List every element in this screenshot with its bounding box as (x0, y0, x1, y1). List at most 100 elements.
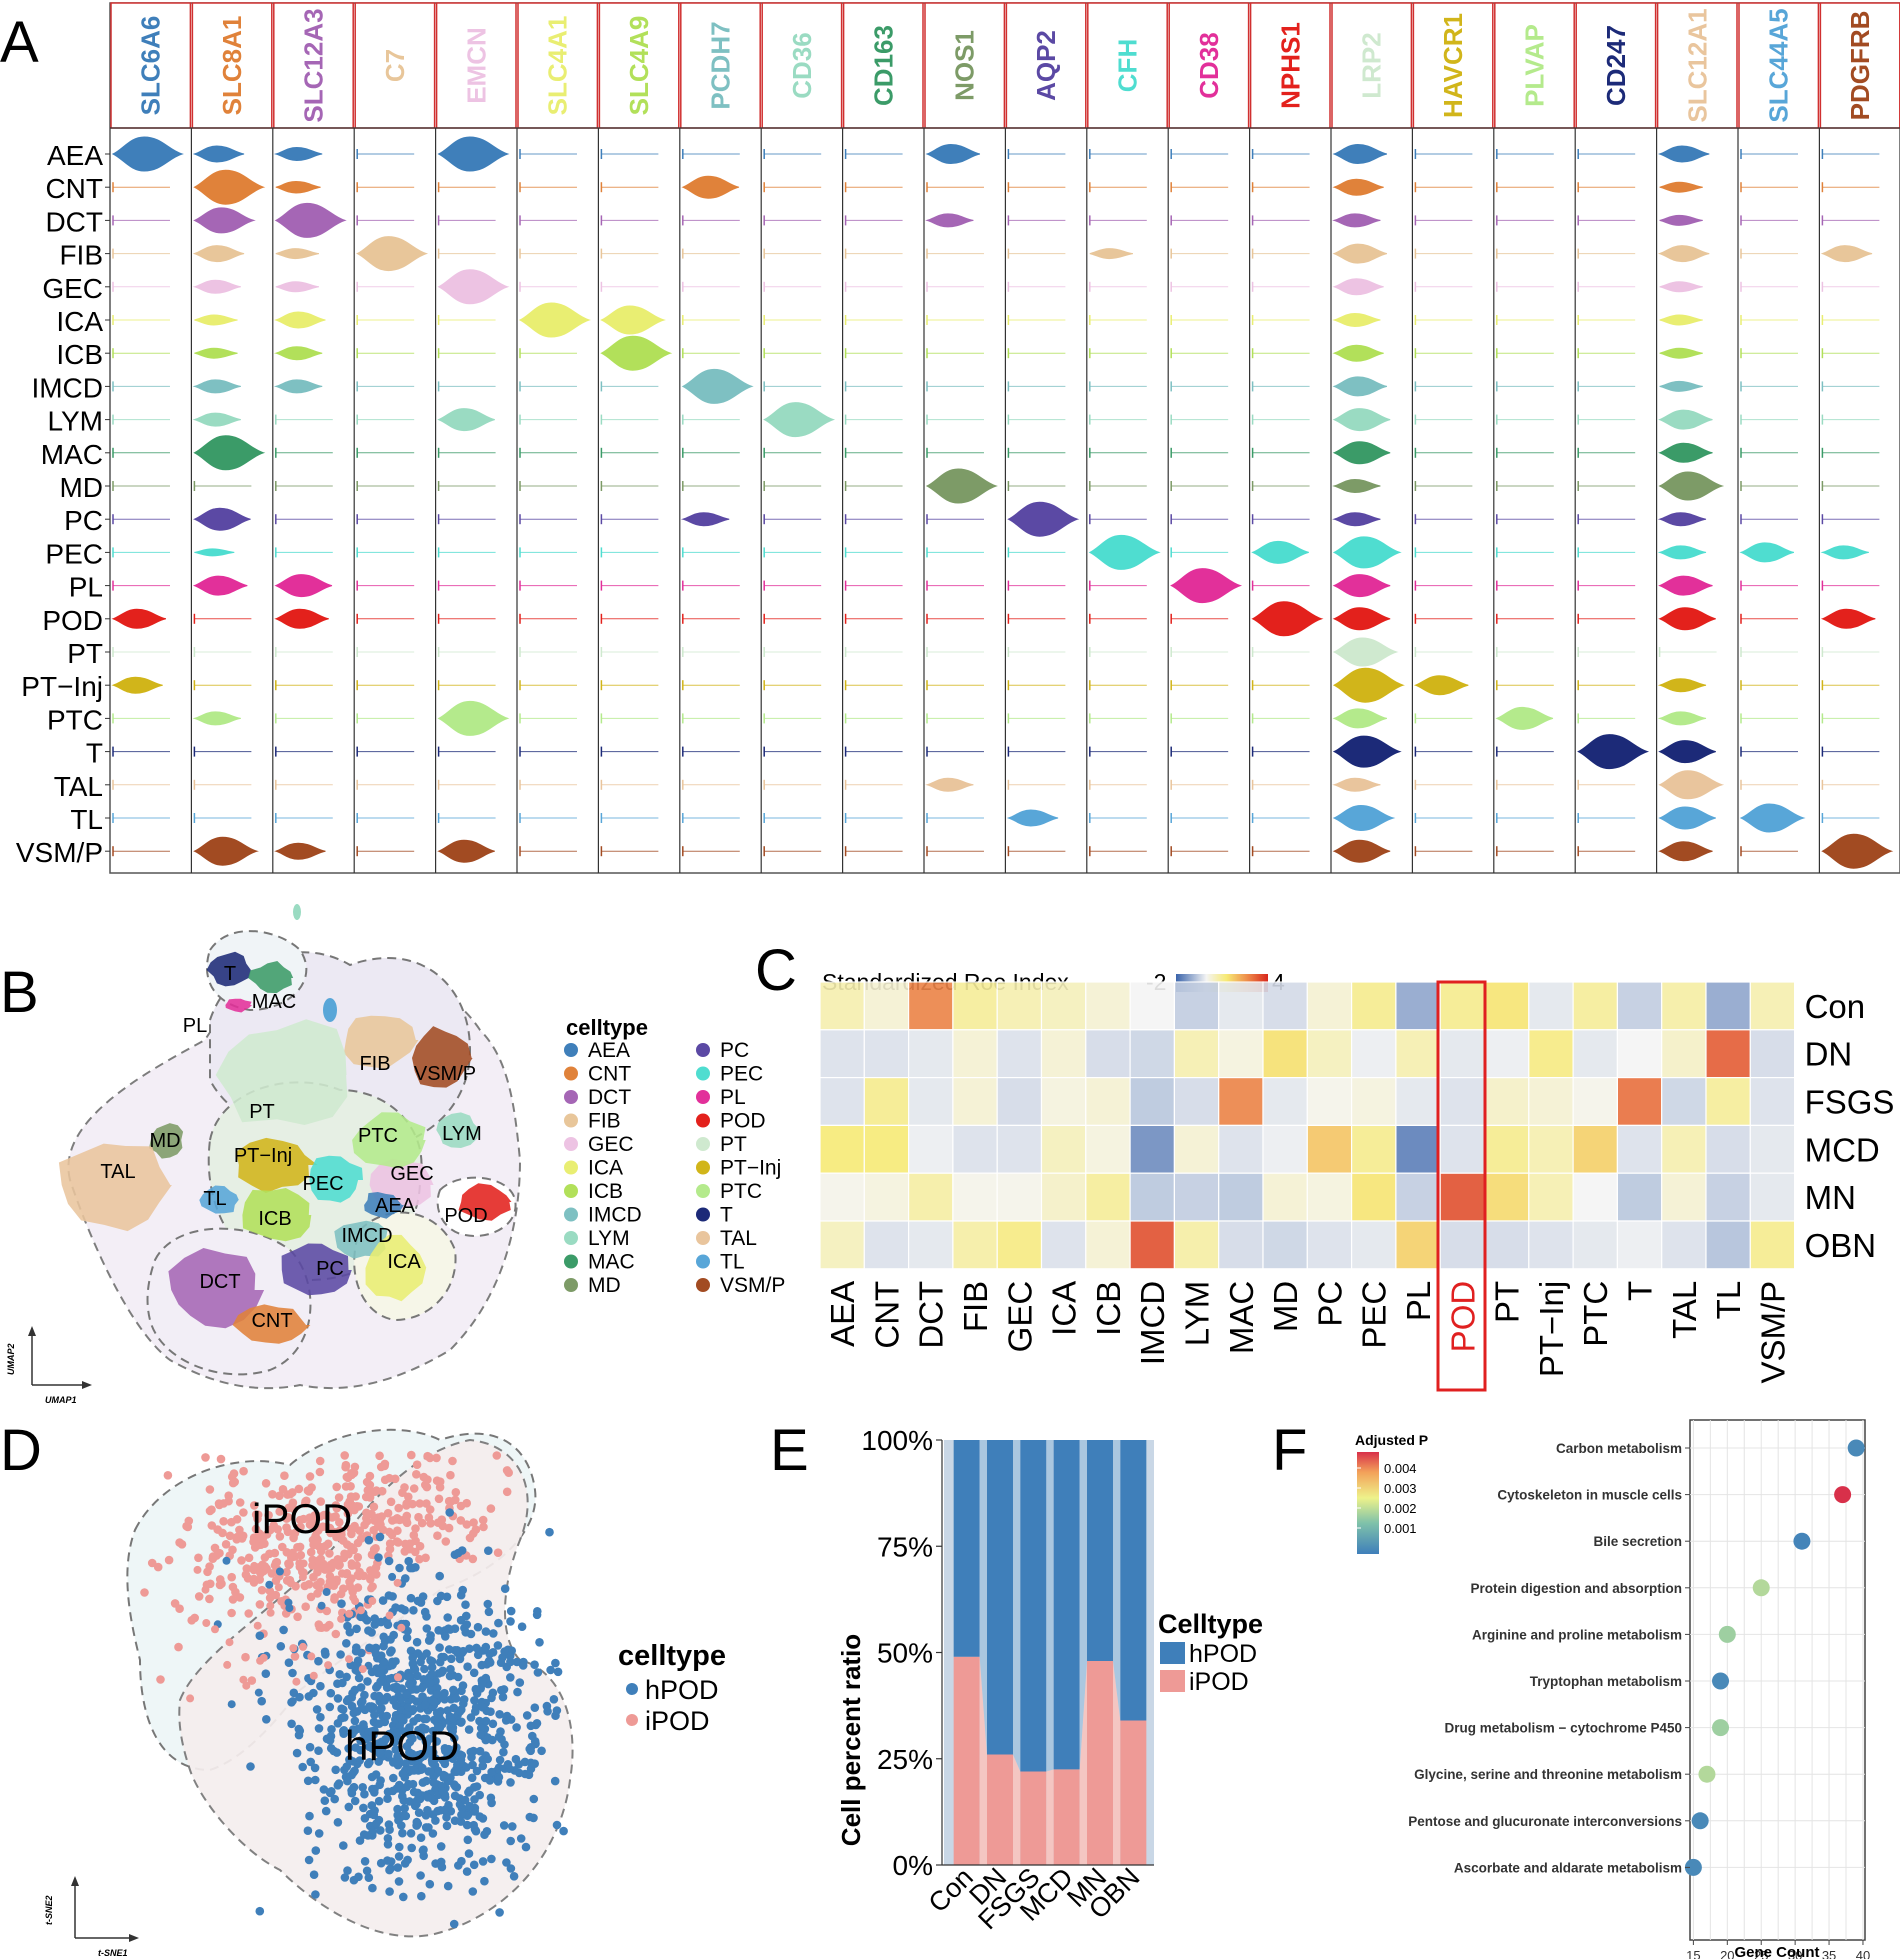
tsne-point-hpod (454, 1861, 463, 1870)
tsne-point-hpod (306, 1757, 316, 1767)
tsne-point-hpod (462, 1820, 472, 1830)
tsne-point-hpod (494, 1732, 504, 1741)
tsne-point-hpod (425, 1678, 435, 1688)
tsne-point-ipod (393, 1538, 403, 1547)
bar-connector-hpod (1013, 1440, 1021, 1772)
celltype-row-label: CNT (45, 173, 103, 204)
tsne-point-hpod (551, 1658, 560, 1668)
heatmap-cell (1173, 1172, 1220, 1222)
gene-header-box (435, 2, 517, 129)
tsne-point-hpod (438, 1756, 448, 1765)
tsne-point-hpod (493, 1641, 503, 1650)
tsne-point (309, 1671, 318, 1680)
gene-header-label: PCDH7 (706, 21, 736, 109)
tsne-point-hpod (435, 1571, 445, 1581)
heatmap-cell (1749, 1220, 1796, 1270)
tsne-point-hpod (481, 1716, 491, 1726)
tsne-point-hpod (434, 1722, 443, 1731)
tsne-point (358, 1665, 367, 1674)
tsne-point-hpod (384, 1820, 394, 1829)
umap-legend-label: PL (720, 1086, 746, 1109)
violin-mark (680, 512, 730, 527)
tsne-point (275, 1567, 284, 1576)
tsne-point-hpod (452, 1743, 461, 1752)
tsne-point-ipod (219, 1517, 228, 1526)
tsne-point-ipod (378, 1525, 388, 1535)
tsne-point-hpod (363, 1831, 373, 1840)
tsne-point-hpod (409, 1787, 419, 1797)
tsne-point (393, 1578, 402, 1587)
tsne-point-ipod (346, 1492, 356, 1501)
tsne-label-hpod: hPOD (345, 1722, 459, 1769)
dotplot-x-ticks: 15 20 25 30 35 40 (1686, 1940, 1870, 1959)
heatmap-cell (1218, 1220, 1264, 1270)
tsne-point-ipod (293, 1612, 302, 1622)
tsne-point (201, 1585, 210, 1594)
heatmap-cell (952, 981, 998, 1031)
tsne-point-ipod (316, 1497, 326, 1506)
tsne-point-hpod (437, 1668, 446, 1677)
tsne-point-ipod (469, 1518, 478, 1527)
tsne-point-hpod (418, 1763, 427, 1773)
tsne-point-hpod (393, 1863, 403, 1872)
tsne-point-ipod (275, 1532, 285, 1541)
tsne-point-hpod (475, 1746, 485, 1756)
violin-mark (274, 574, 333, 598)
umap-legend-dot (564, 1137, 578, 1151)
umap-legend-label: ICA (588, 1157, 623, 1180)
tsne-point-ipod (205, 1485, 215, 1494)
heatmap-cell (1040, 1029, 1087, 1079)
tsne-point-hpod (368, 1744, 377, 1753)
tsne-point-ipod (301, 1602, 311, 1611)
gene-header-label: CD163 (868, 25, 898, 106)
violin-mark (925, 777, 974, 792)
tsne-label-ipod: iPOD (252, 1495, 352, 1542)
tsne-legend-title: celltype (618, 1640, 726, 1672)
tsne-point-ipod (252, 1534, 262, 1543)
tsne-point-hpod (345, 1627, 355, 1637)
gene-header-box (598, 2, 680, 129)
tsne-point-ipod (326, 1528, 335, 1538)
tsne-point-hpod (550, 1776, 560, 1786)
tsne-point-ipod (184, 1516, 194, 1526)
tsne-point-hpod (466, 1713, 476, 1722)
violin-mark (1007, 501, 1080, 537)
tsne-point-hpod (480, 1876, 489, 1886)
tsne-point-ipod (194, 1553, 203, 1563)
heatmap-cell (1572, 1220, 1618, 1270)
tsne-point-ipod (224, 1496, 233, 1506)
tsne-point-hpod (360, 1857, 370, 1866)
panel-label-c: C (755, 938, 797, 1003)
violin-mark (925, 468, 998, 504)
tsne-point-hpod (449, 1919, 459, 1929)
tsne-point (253, 1621, 262, 1630)
tsne-point-ipod (339, 1553, 349, 1563)
tsne-point-ipod (282, 1523, 291, 1532)
tsne-point-ipod (296, 1522, 305, 1532)
tsne-point (223, 1660, 232, 1669)
tsne-point-ipod (315, 1456, 325, 1466)
violin-mark (192, 245, 245, 263)
violin-mark (1332, 441, 1391, 465)
tsne-point-hpod (476, 1730, 486, 1740)
tsne-point-hpod (517, 1622, 527, 1631)
tsne-point-hpod (404, 1726, 414, 1736)
heatmap-cell (1085, 1029, 1131, 1079)
tsne-point (211, 1625, 219, 1634)
heatmap-cell (1705, 981, 1751, 1031)
tsne-point-hpod (376, 1826, 385, 1835)
tsne-point (403, 1703, 412, 1712)
bar-hpod (1120, 1440, 1147, 1721)
umap-legend-dot (564, 1066, 578, 1081)
heatmap-cell (1173, 1124, 1220, 1174)
tsne-point-hpod (509, 1872, 519, 1881)
tsne-point-hpod (364, 1873, 374, 1882)
umap-cluster-label: AEA (375, 1195, 416, 1217)
tsne-point-ipod (249, 1574, 259, 1584)
umap-cluster-blob (168, 1248, 265, 1329)
heatmap-cell (907, 1076, 954, 1126)
umap-legend-dot (564, 1113, 578, 1128)
violin-mark (1657, 512, 1707, 527)
umap-cluster-blob (232, 1304, 311, 1344)
